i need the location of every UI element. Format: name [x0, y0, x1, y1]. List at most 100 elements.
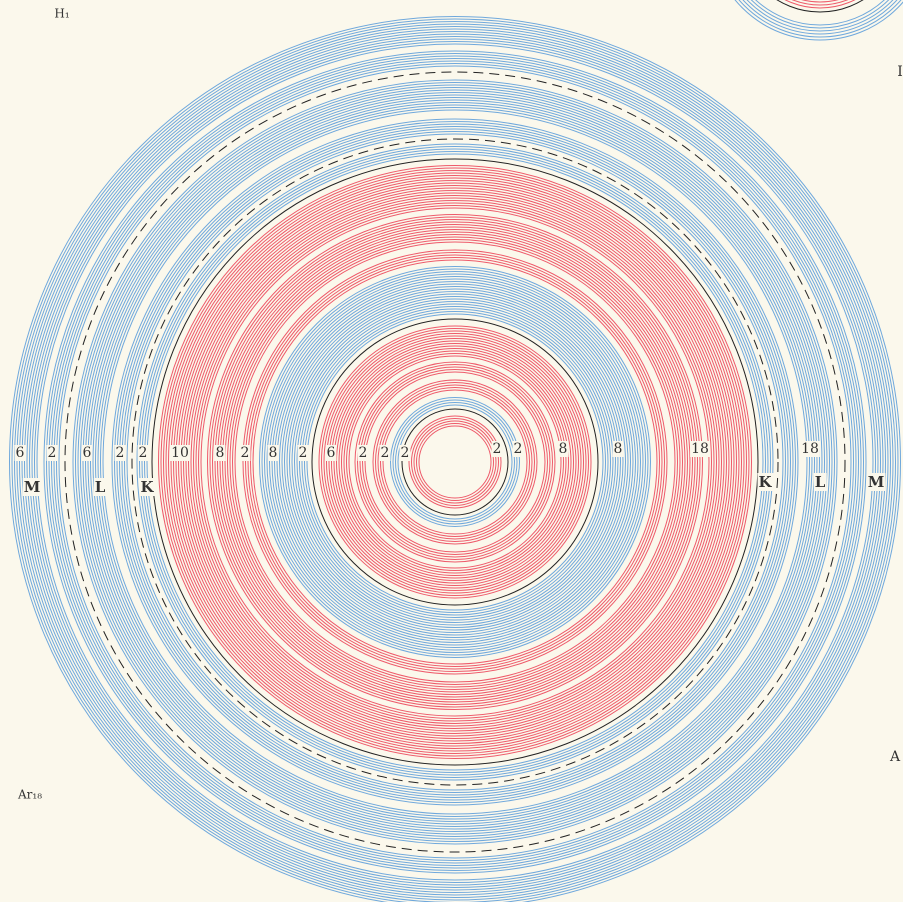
ring — [139, 146, 771, 778]
ring — [306, 313, 604, 611]
ring — [58, 65, 852, 859]
ring — [416, 423, 494, 501]
ring — [245, 252, 665, 672]
ring — [755, 0, 885, 26]
ring — [21, 28, 889, 896]
label-background — [267, 445, 279, 461]
ring — [198, 205, 712, 719]
ring — [304, 311, 606, 613]
ring — [346, 353, 564, 571]
ring — [180, 187, 730, 737]
ring — [43, 50, 867, 874]
label-background — [46, 445, 58, 461]
electron-count: 18 — [801, 441, 819, 457]
ring — [372, 379, 538, 545]
label-background — [239, 445, 251, 461]
electron-count: 2 — [359, 445, 368, 461]
ring — [746, 0, 894, 32]
shell-letter: M — [868, 473, 885, 491]
ring — [311, 318, 599, 606]
label-background — [139, 478, 156, 496]
ring — [100, 107, 810, 817]
ring — [776, 0, 864, 13]
shell-letter: K — [140, 478, 154, 496]
electron-count: 2 — [48, 445, 57, 461]
ring — [362, 369, 548, 555]
electron-count: 2 — [381, 445, 390, 461]
ring — [77, 84, 833, 840]
ring — [212, 219, 698, 705]
ring — [791, 0, 849, 6]
ring — [269, 276, 641, 648]
ring — [48, 55, 862, 869]
ring — [29, 36, 881, 888]
ring — [281, 288, 629, 636]
ring — [395, 402, 515, 522]
ring — [26, 33, 884, 891]
label-background — [137, 445, 149, 461]
electron-count: 18 — [691, 441, 709, 457]
ring — [19, 26, 891, 898]
ring — [224, 231, 686, 693]
electron-count: 2 — [401, 445, 410, 461]
ring — [46, 53, 864, 871]
electron-count: 2 — [299, 445, 308, 461]
ring — [209, 216, 701, 708]
shell-letter: L — [815, 473, 826, 491]
ring — [375, 382, 535, 542]
electron-count: 6 — [327, 445, 336, 461]
ring — [51, 58, 859, 866]
label-background — [399, 445, 411, 461]
ring — [87, 94, 823, 830]
ring — [102, 109, 808, 815]
electron-count: 8 — [269, 445, 278, 461]
label-background — [491, 441, 503, 457]
ring — [750, 0, 890, 29]
ring — [284, 291, 626, 633]
ring — [326, 333, 584, 591]
ring — [227, 234, 683, 690]
ring — [14, 21, 896, 902]
ring — [323, 330, 587, 594]
label-background — [14, 445, 26, 461]
ring — [250, 257, 660, 667]
ring — [291, 298, 619, 626]
ring — [392, 399, 518, 525]
ring — [336, 343, 574, 581]
ring — [234, 241, 676, 683]
label-background — [557, 441, 569, 457]
ring — [348, 355, 562, 569]
label-background — [22, 478, 42, 496]
ring — [338, 345, 572, 579]
label-background — [81, 445, 93, 461]
ring — [195, 202, 715, 722]
ring — [175, 182, 735, 742]
label-background — [813, 473, 827, 491]
ring — [207, 214, 703, 710]
edge-label: A — [889, 749, 901, 765]
electron-count: 2 — [116, 445, 125, 461]
ring — [90, 97, 820, 827]
ring — [183, 190, 727, 734]
ring — [222, 229, 688, 695]
label-background — [379, 445, 391, 461]
ring — [390, 397, 520, 527]
electron-count: 10 — [171, 445, 189, 461]
ring — [136, 143, 774, 781]
ring — [92, 99, 818, 825]
ring — [185, 192, 725, 732]
ring — [95, 102, 815, 822]
ring — [165, 172, 745, 752]
label-background — [612, 441, 624, 457]
ring — [158, 165, 752, 759]
ring — [296, 303, 614, 621]
ring — [401, 408, 509, 516]
electron-count: 8 — [216, 445, 225, 461]
ring — [266, 273, 644, 651]
shell-letter: L — [95, 478, 106, 496]
ring — [318, 325, 592, 599]
ring — [200, 207, 710, 717]
ring — [85, 92, 825, 832]
label-background — [325, 445, 337, 461]
ring — [9, 16, 901, 902]
